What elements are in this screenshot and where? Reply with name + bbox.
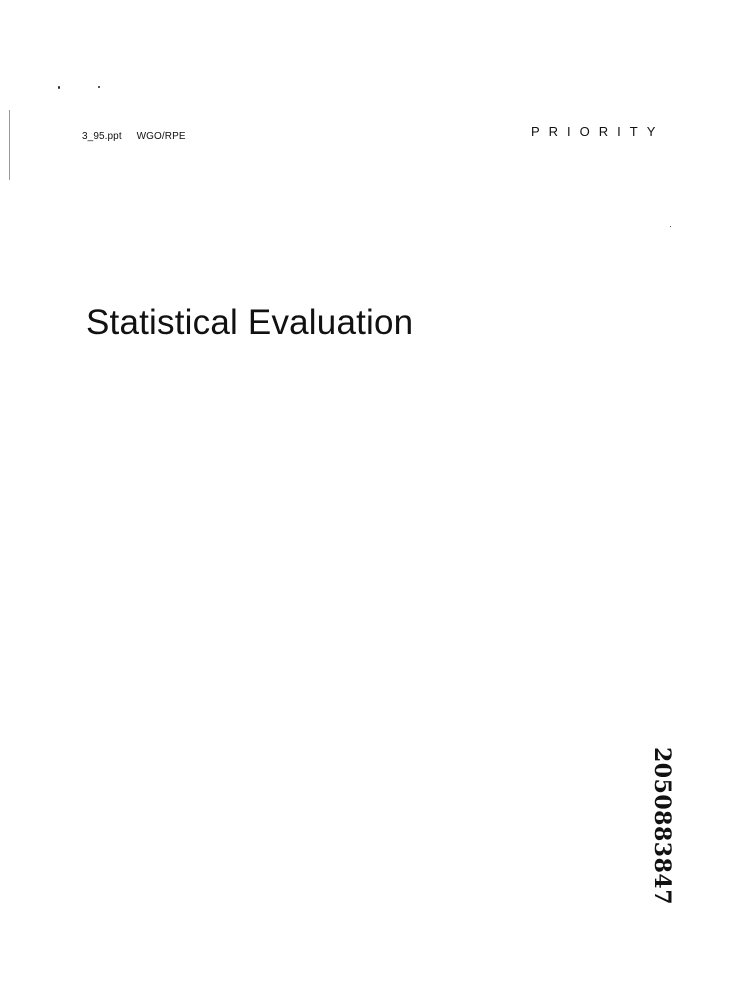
- page-title: Statistical Evaluation: [86, 303, 414, 342]
- scan-speck: [670, 226, 671, 227]
- header-file-info: 3_95.ppt WGO/RPE: [82, 131, 186, 142]
- document-number: 2050883847: [649, 746, 675, 906]
- scan-speck: [98, 86, 100, 88]
- header-filename: 3_95.ppt: [82, 131, 122, 142]
- header-author: WGO/RPE: [136, 131, 186, 142]
- scan-speck: [58, 86, 60, 89]
- scan-margin-line: [9, 110, 10, 180]
- header-classification: PRIORITY: [531, 124, 665, 139]
